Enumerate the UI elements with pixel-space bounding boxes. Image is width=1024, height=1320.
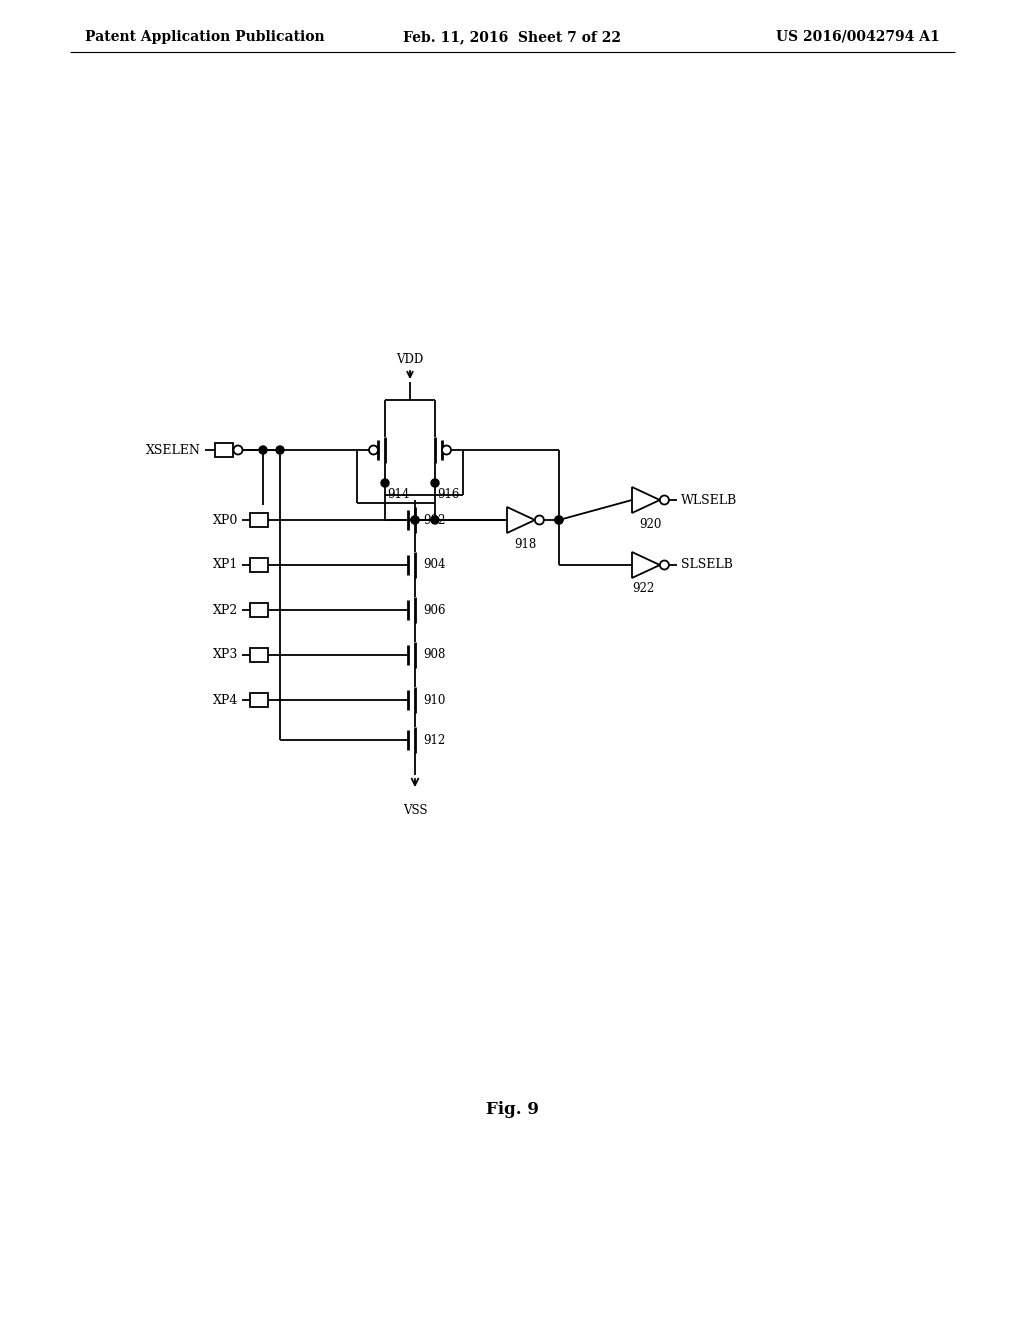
Text: Patent Application Publication: Patent Application Publication: [85, 30, 325, 44]
Bar: [250, 513, 268, 527]
Text: 920: 920: [639, 517, 662, 531]
Circle shape: [259, 446, 267, 454]
Text: XSELEN: XSELEN: [146, 444, 201, 457]
Circle shape: [555, 516, 563, 524]
Text: 918: 918: [514, 537, 537, 550]
Circle shape: [431, 479, 439, 487]
Bar: [250, 558, 268, 572]
Text: SLSELB: SLSELB: [681, 558, 733, 572]
Text: XP0: XP0: [213, 513, 238, 527]
Text: VSS: VSS: [402, 804, 427, 817]
Circle shape: [276, 446, 284, 454]
Circle shape: [411, 516, 419, 524]
Bar: [250, 693, 268, 708]
Text: 916: 916: [437, 488, 460, 502]
Text: XP4: XP4: [213, 693, 238, 706]
Circle shape: [411, 516, 419, 524]
Text: XP3: XP3: [213, 648, 238, 661]
Text: 908: 908: [423, 648, 445, 661]
Circle shape: [442, 446, 451, 454]
Text: US 2016/0042794 A1: US 2016/0042794 A1: [776, 30, 940, 44]
Text: Fig. 9: Fig. 9: [485, 1101, 539, 1118]
Text: XP1: XP1: [213, 558, 238, 572]
Text: 912: 912: [423, 734, 445, 747]
Bar: [250, 603, 268, 616]
Circle shape: [369, 446, 378, 454]
Text: WLSELB: WLSELB: [681, 494, 737, 507]
Circle shape: [233, 446, 243, 454]
Circle shape: [659, 561, 669, 569]
Circle shape: [381, 479, 389, 487]
Text: VDD: VDD: [396, 352, 424, 366]
Bar: [215, 444, 233, 457]
Text: XP2: XP2: [213, 603, 238, 616]
Text: 902: 902: [423, 513, 445, 527]
Text: Feb. 11, 2016  Sheet 7 of 22: Feb. 11, 2016 Sheet 7 of 22: [403, 30, 621, 44]
Text: 910: 910: [423, 693, 445, 706]
Circle shape: [431, 516, 439, 524]
Text: 922: 922: [632, 582, 654, 595]
Text: 906: 906: [423, 603, 445, 616]
Bar: [250, 648, 268, 663]
Text: 904: 904: [423, 558, 445, 572]
Circle shape: [659, 495, 669, 504]
Text: 914: 914: [387, 488, 410, 502]
Circle shape: [555, 516, 563, 524]
Circle shape: [535, 516, 544, 524]
